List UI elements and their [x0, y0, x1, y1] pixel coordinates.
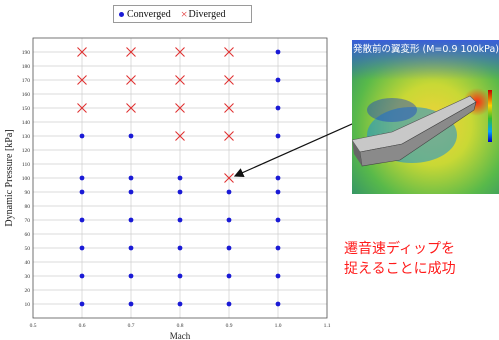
converged-point [79, 175, 85, 181]
converged-marker-icon [119, 11, 124, 17]
y-tick-label: 50 [25, 246, 31, 252]
diverged-point [224, 47, 234, 57]
diverged-point [77, 103, 87, 113]
x-tick-labels: 0.5 0.6 0.7 0.8 0.9 1.0 1.1 [30, 323, 331, 329]
y-tick-label: 160 [22, 92, 31, 98]
chart-legend: Converged × Diverged [113, 5, 252, 23]
converged-point [79, 217, 85, 223]
converged-point [275, 301, 281, 307]
converged-point [79, 245, 85, 251]
x-tick-label: 0.6 [79, 323, 86, 329]
y-tick-label: 10 [25, 302, 31, 308]
y-tick-label: 30 [25, 274, 31, 280]
y-tick-labels: 10 20 30 40 50 60 70 80 90 100 110 120 130 140 150 160 1… [22, 50, 31, 308]
wing-deformation-image [352, 40, 499, 194]
y-tick-label: 110 [22, 162, 30, 168]
diverged-point [77, 75, 87, 85]
y-tick-label: 170 [22, 78, 31, 84]
converged-point [226, 301, 232, 307]
diverged-point [126, 103, 136, 113]
x-tick-label: 0.5 [30, 323, 37, 329]
converged-point [275, 49, 281, 55]
converged-point [275, 105, 281, 111]
converged-point [177, 273, 183, 279]
legend-entry-converged: Converged [119, 9, 171, 20]
data-points [77, 47, 281, 307]
converged-point [79, 133, 85, 139]
converged-point [275, 77, 281, 83]
plot-frame [32, 37, 328, 319]
y-tick-label: 100 [22, 176, 31, 182]
converged-point [128, 133, 134, 139]
caption-line-1: 遷音速ディップを [344, 241, 456, 257]
diverged-point [224, 75, 234, 85]
converged-point [275, 245, 281, 251]
converged-point [177, 217, 183, 223]
converged-point [226, 273, 232, 279]
legend-label-diverged: Diverged [188, 8, 226, 20]
x-tick-label: 1.0 [275, 323, 282, 329]
caption-line-2: 捉えることに成功 [344, 261, 456, 277]
diverged-point [175, 47, 185, 57]
converged-point [177, 175, 183, 181]
x-tick-label: 0.8 [177, 323, 184, 329]
converged-point [275, 133, 281, 139]
converged-point [128, 189, 134, 195]
diverged-point [126, 47, 136, 57]
diverged-point [126, 75, 136, 85]
diverged-point [77, 47, 87, 57]
converged-point [128, 245, 134, 251]
converged-point [128, 217, 134, 223]
x-tick-label: 1.1 [324, 323, 331, 329]
converged-point [177, 245, 183, 251]
diverged-point [175, 103, 185, 113]
converged-point [275, 175, 281, 181]
converged-point [226, 189, 232, 195]
converged-point [275, 217, 281, 223]
diverged-point [224, 103, 234, 113]
diverged-point [175, 131, 185, 141]
y-tick-label: 90 [25, 190, 31, 196]
diverged-point [175, 75, 185, 85]
converged-point [128, 175, 134, 181]
converged-point [177, 301, 183, 307]
y-tick-label: 190 [22, 50, 31, 56]
y-tick-label: 150 [22, 106, 31, 112]
y-tick-label: 120 [22, 148, 31, 154]
y-tick-label: 60 [25, 232, 31, 238]
converged-point [79, 273, 85, 279]
converged-point [177, 189, 183, 195]
x-tick-label: 0.9 [226, 323, 233, 329]
y-tick-label: 180 [22, 64, 31, 70]
diverged-point [224, 173, 234, 183]
y-axis-label: Dynamic Pressure [kPa] [4, 129, 15, 226]
y-tick-label: 130 [22, 134, 31, 140]
diverged-marker-icon: × [180, 7, 188, 21]
y-tick-label: 80 [25, 204, 31, 210]
y-tick-label: 20 [25, 288, 31, 294]
diverged-point [224, 131, 234, 141]
converged-point [128, 301, 134, 307]
converged-point [226, 217, 232, 223]
x-tick-label: 0.7 [128, 323, 135, 329]
y-tick-label: 140 [22, 120, 31, 126]
annotation-arrow [233, 119, 362, 177]
converged-point [226, 245, 232, 251]
y-tick-label: 70 [25, 218, 31, 224]
converged-point [275, 189, 281, 195]
y-tick-label: 40 [25, 260, 31, 266]
inset-title: 発散前の翼変形 (M=0.9 100kPa) [353, 44, 499, 55]
legend-label-converged: Converged [127, 8, 171, 20]
converged-point [128, 273, 134, 279]
x-axis-label: Mach [170, 331, 191, 340]
converged-point [79, 189, 85, 195]
legend-entry-diverged: × Diverged [180, 7, 226, 21]
converged-point [275, 273, 281, 279]
converged-point [79, 301, 85, 307]
